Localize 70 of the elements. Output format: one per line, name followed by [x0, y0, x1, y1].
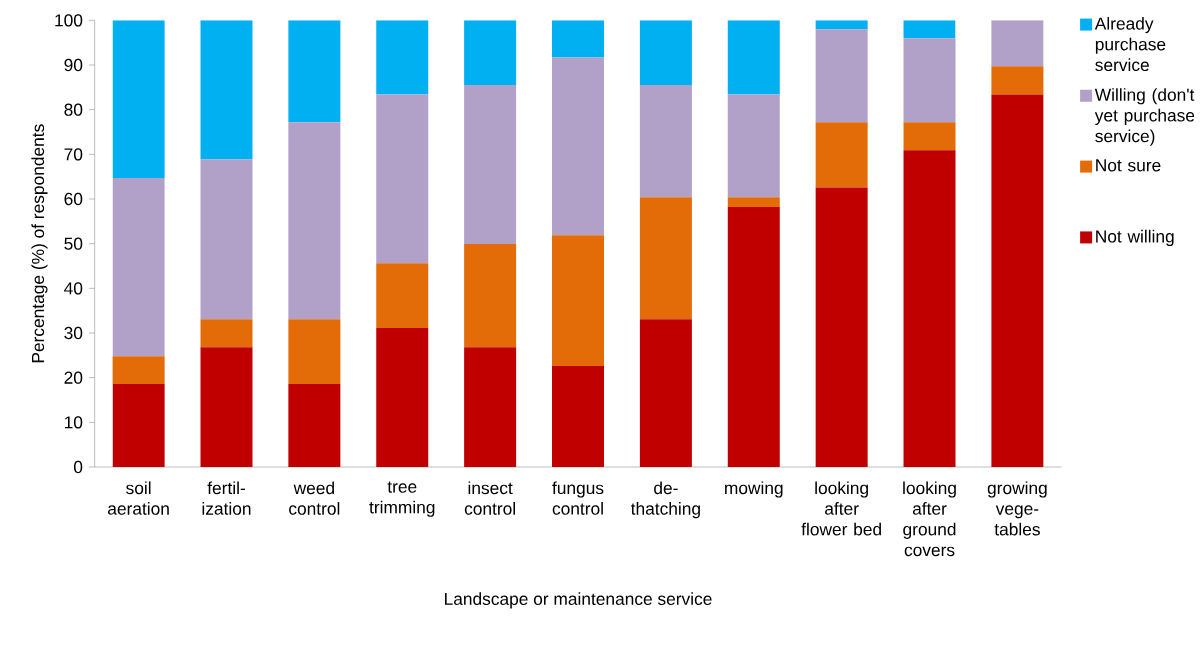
bar [903, 122, 956, 151]
bar [288, 122, 341, 320]
bar [552, 57, 605, 236]
bar [903, 150, 956, 467]
x-tick-label: insect control [464, 481, 515, 515]
y-tick-label: 60 [64, 192, 83, 206]
y-tick-label: 40 [64, 282, 83, 295]
x-tick-label: fertil-ization [202, 481, 251, 515]
legend-label: Willing (don't yet purchase service) [1094, 88, 1195, 146]
y-tick-label: 70 [64, 148, 83, 161]
bar [288, 319, 341, 384]
bar [727, 207, 780, 467]
bar [815, 122, 868, 188]
bar [727, 20, 780, 95]
bar [727, 94, 780, 198]
x-tick-label: fungus control [552, 481, 604, 515]
bar [552, 235, 605, 367]
legend-label: Not willing [1096, 229, 1174, 246]
x-tick-label: looking after ground covers [903, 481, 956, 557]
legend-label: Not sure [1096, 159, 1161, 172]
bar [639, 20, 692, 86]
bar [200, 319, 253, 348]
bar [112, 20, 165, 179]
bar [727, 197, 780, 208]
bar [815, 29, 868, 123]
x-tick-label: tree trimming [369, 481, 435, 517]
bar [991, 94, 1044, 467]
y-tick-label: 0 [73, 460, 83, 474]
bar [112, 178, 165, 357]
x-axis-title: Landscape or maintenance service [445, 592, 712, 609]
bar [991, 20, 1044, 67]
bar [639, 85, 692, 198]
bar [903, 20, 956, 39]
y-tick-label: 50 [64, 237, 83, 250]
bar [288, 383, 341, 467]
x-tick-label: looking after flower bed [801, 481, 881, 536]
x-tick-label: growing vege-tables [987, 481, 1047, 536]
bar [112, 356, 165, 384]
bar [991, 66, 1044, 95]
bar [639, 319, 692, 467]
x-tick-label: de-thatching [630, 481, 700, 519]
bar [552, 20, 605, 58]
y-axis-title: Percentage (%) of respondents [31, 124, 48, 363]
x-tick-label: weed control [289, 481, 340, 515]
bar [815, 187, 868, 467]
bar [200, 20, 253, 160]
y-tick-label: 90 [64, 58, 83, 72]
bar [376, 20, 429, 95]
bar [464, 347, 517, 467]
legend-label: Already purchase service [1094, 16, 1166, 72]
y-tick-label: 30 [64, 326, 83, 340]
bar [639, 197, 692, 320]
x-tick-label: soil aeration [108, 481, 169, 515]
bar [112, 383, 165, 467]
x-tick-label: mowing [725, 481, 783, 498]
y-tick-label: 10 [64, 416, 83, 429]
bar [464, 85, 517, 245]
bar [200, 347, 253, 467]
bar [903, 38, 956, 123]
bar [376, 94, 429, 264]
bar [552, 366, 605, 467]
y-tick-label: 20 [64, 371, 83, 384]
bar [200, 159, 253, 320]
bar [464, 20, 517, 86]
bar [376, 328, 429, 467]
y-tick-label: 80 [64, 103, 83, 116]
bar [288, 20, 341, 123]
bar [464, 244, 517, 348]
bar [376, 263, 429, 329]
y-tick-label: 100 [55, 14, 83, 27]
